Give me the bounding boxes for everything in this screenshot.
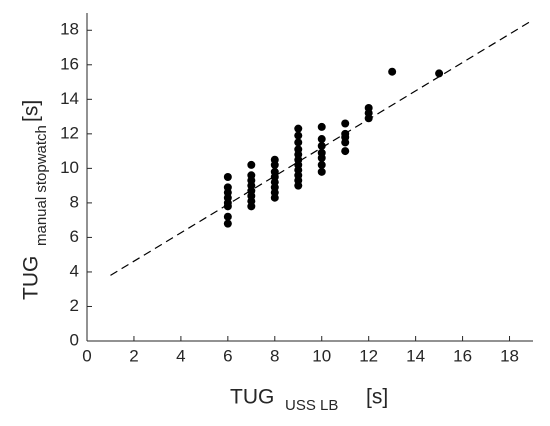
point [270,167,279,176]
point [364,103,373,112]
x-label: TUG [230,386,274,409]
y-label-sub: manual stopwatch [33,125,50,246]
x-tick-label: 12 [359,346,378,365]
x-tick-label: 18 [500,346,519,365]
y-tick-label: 14 [60,89,79,108]
x-label-sub: USS LB [285,397,338,414]
point [294,124,303,133]
point [223,212,232,221]
y-tick-label: 6 [70,227,79,246]
y-label: TUG [20,256,43,300]
x-tick-label: 10 [312,346,331,365]
x-tick-label: 8 [270,346,279,365]
point [294,131,303,140]
y-tick-label: 8 [70,192,79,211]
y-tick-label: 2 [70,296,79,315]
point [223,173,232,181]
point [223,183,232,192]
point [270,155,279,164]
y-tick-label: 0 [70,330,79,349]
point [341,147,350,156]
y-label-group: TUG manual stopwatch [s] [20,100,50,300]
point [294,145,303,154]
point [388,67,397,76]
x-tick-label: 16 [453,346,472,365]
point [247,171,256,180]
point [317,167,326,176]
y-tick-label: 4 [70,261,79,280]
x-tick-label: 6 [223,346,232,365]
y-label-unit: [s] [20,100,43,122]
y-tick-label: 12 [60,123,79,142]
x-tick-label: 0 [82,346,91,365]
point [317,160,326,169]
point [223,219,232,228]
point [294,138,303,147]
point [247,160,256,169]
x-tick-label: 14 [406,346,425,365]
point [341,129,350,138]
point [317,148,326,157]
x-label-unit: [s] [366,386,388,409]
point [317,122,326,131]
y-tick-label: 16 [60,54,79,73]
x-tick-label: 2 [129,346,138,365]
point [341,119,350,128]
reference-line [110,19,534,276]
y-tick-label: 18 [60,20,79,39]
x-tick-label: 4 [176,346,185,365]
point [317,135,326,144]
point [435,69,444,78]
point [317,141,326,150]
y-tick-label: 10 [60,158,79,177]
